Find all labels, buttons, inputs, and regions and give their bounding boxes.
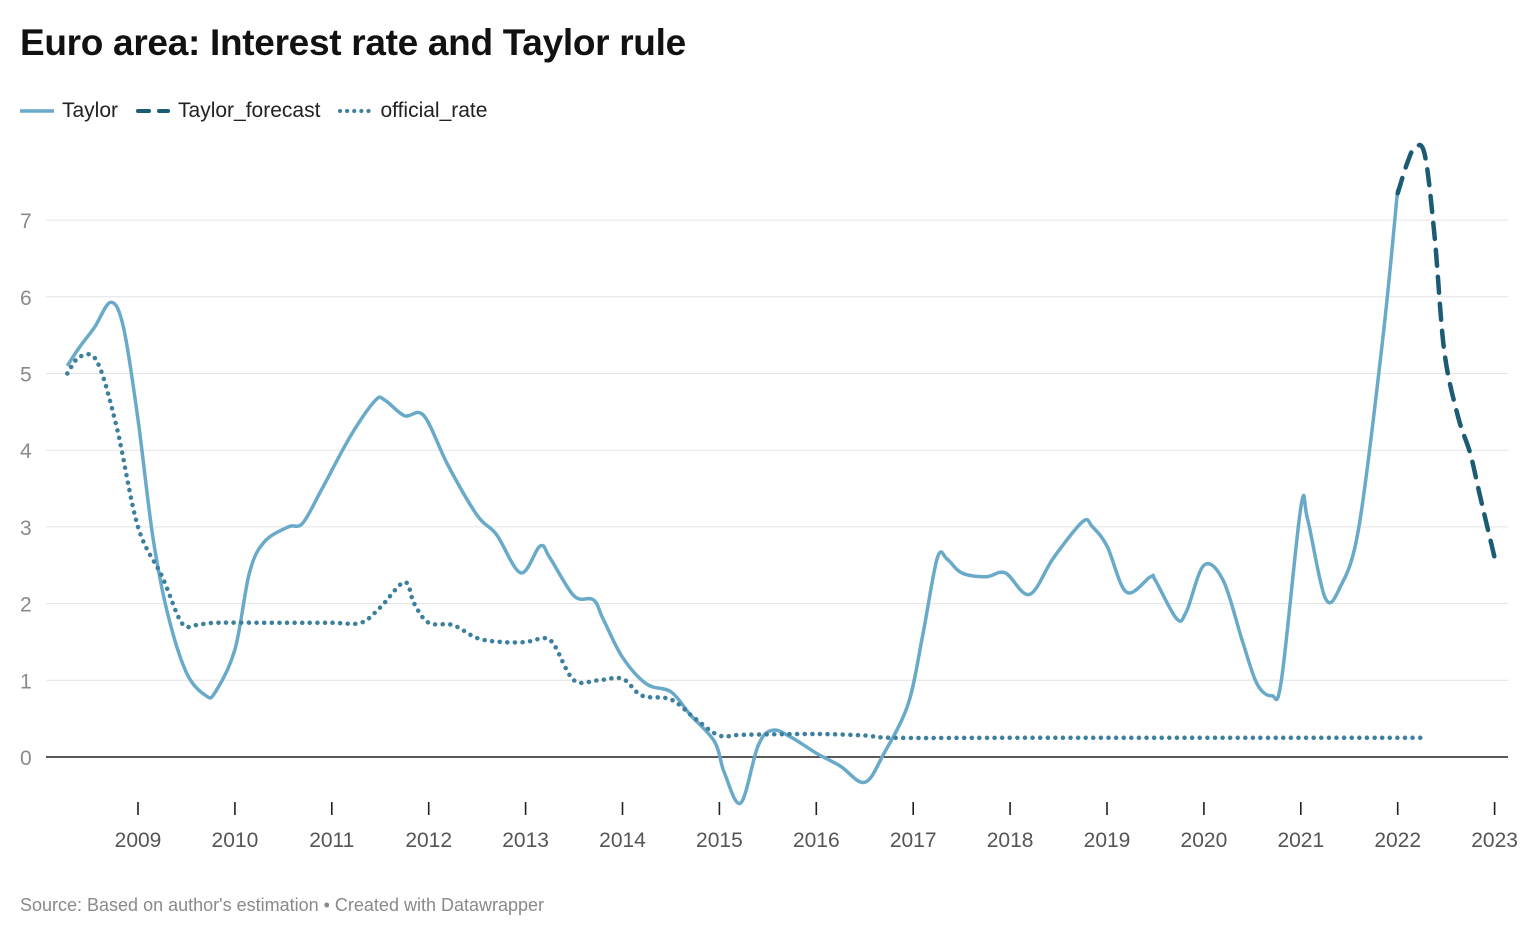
- x-tick-label: 2023: [1471, 829, 1518, 852]
- series-line-taylor: [65, 189, 1400, 806]
- x-tick-label: 2018: [987, 829, 1034, 852]
- x-tick-label: 2019: [1084, 829, 1131, 852]
- line-chart: 0 1 2 3 4 5 6 7 2009 2010 2011 2012 2013 2014 2015 2016…: [20, 142, 1518, 852]
- x-tick-label: 2014: [599, 829, 646, 852]
- y-tick-label: 5: [20, 364, 32, 387]
- x-tick-label: 2015: [696, 829, 743, 852]
- x-tick-label: 2010: [212, 829, 259, 852]
- y-tick-label: 4: [20, 440, 32, 463]
- legend-item-taylor-forecast: Taylor_forecast: [136, 99, 320, 123]
- source-note: Source: Based on author's estimation • C…: [20, 895, 545, 915]
- legend-swatch-taylor-forecast: [136, 109, 171, 113]
- legend-label-official-rate: official_rate: [380, 99, 488, 122]
- legend-swatch-taylor: [20, 109, 54, 113]
- legend-label-taylor-forecast: Taylor_forecast: [178, 99, 321, 122]
- x-tick-label: 2021: [1277, 829, 1324, 852]
- legend-swatch-official-rate: [338, 109, 373, 113]
- series-line-taylor-forecast: [1395, 142, 1497, 560]
- legend-item-taylor: Taylor: [20, 99, 118, 123]
- x-tick-label: 2020: [1181, 829, 1228, 852]
- chart-title: Euro area: Interest rate and Taylor rule: [20, 22, 686, 63]
- y-tick-label: 1: [20, 670, 32, 693]
- y-tick-label: 6: [20, 287, 32, 310]
- y-tick-label: 0: [20, 747, 32, 770]
- legend: Taylor Taylor_forecast official_rate: [20, 98, 505, 124]
- y-tick-label: 3: [20, 517, 32, 540]
- y-tick-label: 7: [20, 210, 32, 233]
- x-tick-label: 2016: [793, 829, 840, 852]
- x-tick-label: 2012: [405, 829, 452, 852]
- x-tick-label: 2022: [1374, 829, 1421, 852]
- x-tick-label: 2009: [115, 829, 162, 852]
- legend-label-taylor: Taylor: [62, 99, 119, 122]
- x-tick-label: 2013: [502, 829, 549, 852]
- y-tick-label: 2: [20, 594, 32, 617]
- legend-item-official-rate: official_rate: [338, 99, 487, 123]
- series-line-official-rate: [65, 351, 1425, 741]
- x-tick-label: 2017: [890, 829, 937, 852]
- x-tick-label: 2011: [309, 829, 354, 852]
